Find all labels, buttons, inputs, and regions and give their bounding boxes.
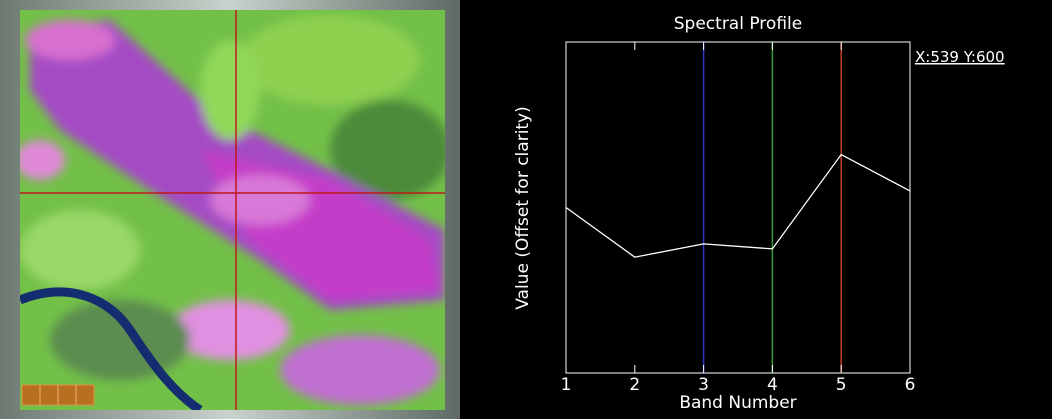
x-tick-label: 1 [561,375,572,395]
x-tick-label: 6 [905,375,916,395]
x-axis-label: Band Number [679,393,796,413]
image-viewer [0,0,460,419]
x-tick-label: 5 [836,375,847,395]
chart-background [460,0,1052,419]
satellite-image [20,10,445,410]
cursor-annotation: X:539 Y:600 [915,48,1005,66]
profile-line [565,153,911,258]
x-tick-label: 2 [629,375,640,395]
spectral-profile-chart: Spectral Profile Band Number Value (Offs… [460,0,1052,419]
chart-title: Spectral Profile [674,14,802,34]
zoom-icon[interactable] [21,384,95,406]
x-tick-label: 4 [767,375,778,395]
y-axis-label: Value (Offset for clarity) [513,106,533,310]
x-tick-label: 3 [698,375,709,395]
